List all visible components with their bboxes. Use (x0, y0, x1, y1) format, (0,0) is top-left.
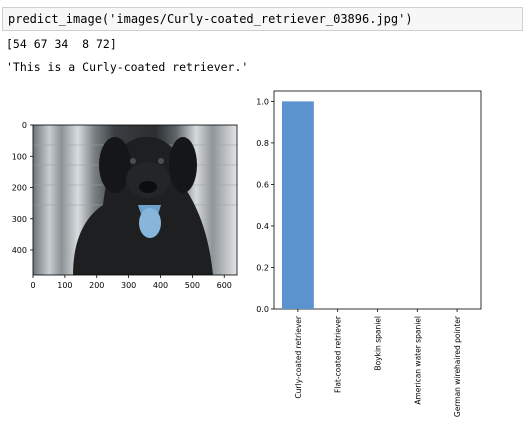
chart-y-tick-label: 0.0 (256, 305, 269, 314)
code-cell-input[interactable]: predict_image('images/Curly-coated_retri… (2, 7, 523, 31)
output-message: 'This is a Curly-coated retriever.' (6, 60, 249, 74)
chart-y-tick-label: 0.2 (256, 263, 269, 272)
chart-y-tick-label: 0.8 (256, 139, 269, 148)
chart-bars (281, 101, 314, 309)
chart-y-ticks: 0.0 0.2 0.4 0.6 0.8 1.0 (256, 97, 274, 314)
chart-x-ticks: Curly-coated retriever Flat-coated retrie… (294, 309, 462, 417)
chart-x-tick-label: Boykin spaniel (374, 316, 383, 371)
output-array: [54 67 34 8 72] (6, 37, 117, 51)
chart-x-tick-label: Curly-coated retriever (294, 315, 303, 398)
chart-x-tick-label: American water spaniel (413, 316, 422, 405)
chart-x-tick-label: German wirehaired pointer (453, 315, 462, 417)
chart-bar (281, 101, 314, 309)
chart-y-tick-label: 0.6 (256, 180, 269, 189)
chart-x-tick-label: Flat-coated retriever (334, 315, 343, 393)
chart-y-tick-label: 1.0 (256, 97, 269, 106)
chart-y-tick-label: 0.4 (256, 222, 269, 231)
